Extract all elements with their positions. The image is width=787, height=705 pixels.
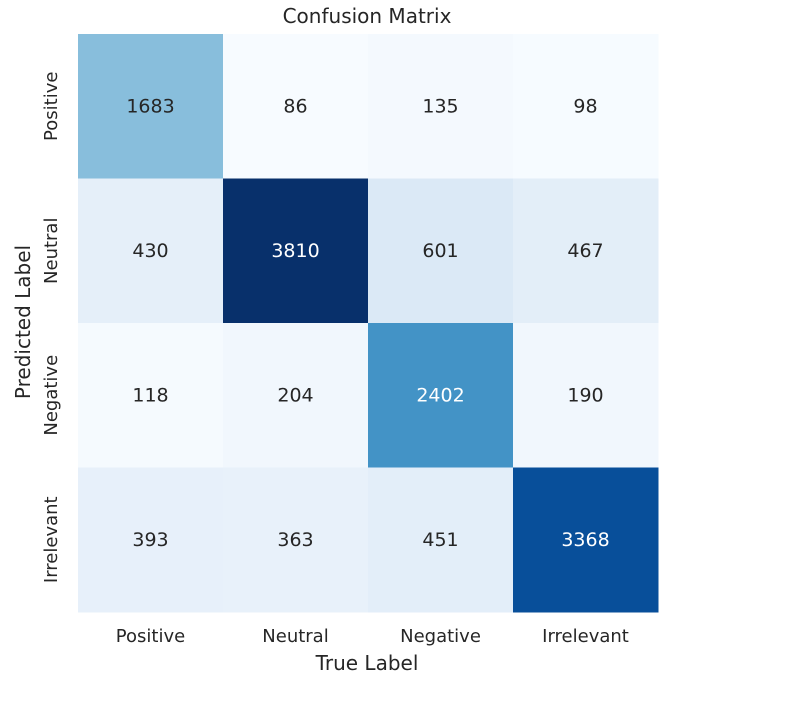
heatmap-cell	[368, 323, 514, 468]
x-tick-label: Positive	[116, 626, 185, 647]
cell-value-label: 135	[422, 95, 458, 117]
chart-title: Confusion Matrix	[283, 4, 452, 28]
x-axis-ticks: Positive Neutral Negative Irrelevant	[116, 626, 629, 647]
cell-value-label: 467	[567, 240, 603, 262]
y-tick-label: Negative	[41, 355, 62, 436]
cell-value-label: 98	[573, 95, 597, 117]
cell-value-label: 1683	[126, 95, 174, 117]
cell-value-label: 601	[422, 240, 458, 262]
heatmap-cell	[513, 467, 659, 613]
heatmap-cell	[513, 178, 659, 324]
x-tick-label: Irrelevant	[542, 626, 629, 647]
x-axis-label: True Label	[315, 651, 419, 675]
heatmap-cell	[78, 467, 224, 613]
cell-value-label: 118	[132, 384, 168, 406]
cell-value-label: 3368	[561, 529, 609, 551]
heatmap-cell	[78, 178, 224, 324]
heatmap-cell	[223, 323, 369, 468]
cell-value-label: 2402	[416, 384, 464, 406]
y-tick-label: Positive	[41, 72, 62, 141]
heatmap-cell	[513, 323, 659, 468]
heatmap-cell	[223, 34, 369, 179]
cell-value-label: 86	[283, 95, 307, 117]
cell-value-label: 430	[132, 240, 168, 262]
y-tick-label: Irrelevant	[41, 496, 62, 583]
heatmap-cell	[223, 467, 369, 613]
heatmap-cell	[368, 467, 514, 613]
y-axis-ticks: Positive Neutral Negative Irrelevant	[41, 72, 62, 584]
cell-value-label: 3810	[271, 240, 319, 262]
heatmap-cell	[368, 178, 514, 324]
heatmap-cell	[78, 323, 224, 468]
heatmap-cells: 1683 86 135 98 430 3810 601 467 118 204 2402 190 393…	[78, 34, 659, 613]
heatmap-cell	[513, 34, 659, 179]
heatmap-cell	[368, 34, 514, 179]
cell-value-label: 204	[277, 384, 313, 406]
cell-value-label: 451	[422, 529, 458, 551]
heatmap-cell	[78, 34, 224, 179]
cell-value-label: 190	[567, 384, 603, 406]
y-tick-label: Neutral	[41, 218, 62, 284]
x-tick-label: Negative	[400, 626, 481, 647]
x-tick-label: Neutral	[262, 626, 328, 647]
cell-value-label: 393	[132, 529, 168, 551]
y-axis-label: Predicted Label	[11, 245, 35, 399]
heatmap-cell	[223, 178, 369, 324]
cell-value-label: 363	[277, 529, 313, 551]
